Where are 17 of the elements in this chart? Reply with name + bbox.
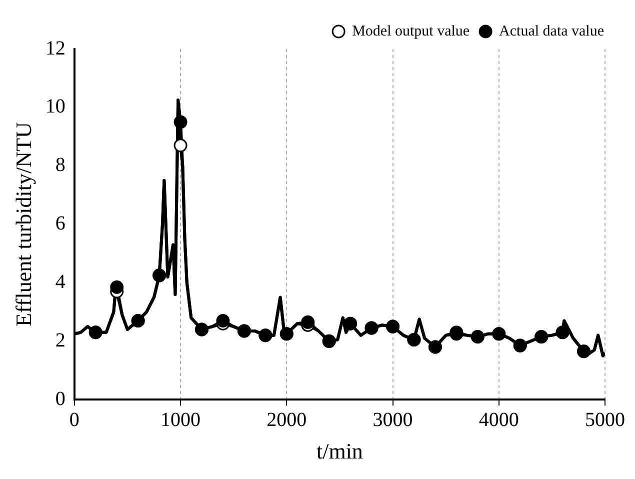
- y-axis-title: Effluent turbidity/NTU: [10, 122, 36, 326]
- y-tick-label: 2: [55, 329, 66, 352]
- x-tick-label: 5000: [585, 408, 625, 431]
- x-tick-label: 3000: [372, 408, 413, 431]
- y-tick-label: 10: [45, 96, 66, 118]
- legend-label: Actual data value: [499, 23, 604, 40]
- x-tick-label: 1000: [160, 408, 201, 431]
- y-tick-label: 4: [55, 270, 66, 293]
- x-tick-label: 2000: [266, 408, 307, 431]
- legend-label: Model output value: [352, 23, 470, 40]
- x-tick-label: 4000: [478, 408, 519, 431]
- y-tick-label: 6: [55, 212, 66, 235]
- x-tick-label: 0: [69, 408, 80, 431]
- x-axis-title: t/min: [316, 438, 363, 464]
- y-tick-label: 0: [55, 388, 66, 410]
- y-tick-label: 12: [45, 37, 66, 60]
- y-tick-label: 8: [55, 154, 66, 176]
